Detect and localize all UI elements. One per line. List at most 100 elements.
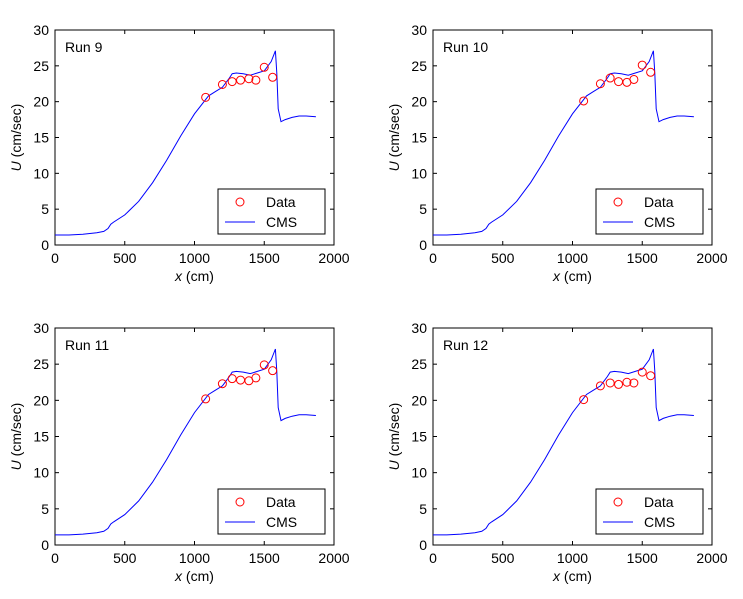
y-tick-label: 30	[33, 320, 49, 336]
run-label: Run 11	[65, 337, 109, 353]
y-axis-label: U (cm/sec)	[8, 403, 24, 471]
series-cms-line	[433, 348, 694, 536]
y-tick-label: 15	[411, 429, 427, 445]
data-point	[217, 79, 227, 89]
data-point	[227, 374, 237, 384]
x-tick-label: 2000	[696, 250, 727, 266]
data-point	[227, 77, 237, 87]
y-tick-label: 15	[33, 429, 49, 445]
y-tick-label: 25	[33, 356, 49, 372]
x-axis-label: x (cm)	[174, 268, 214, 284]
legend: Data CMS	[595, 488, 704, 535]
legend-box	[217, 488, 326, 535]
x-tick-label: 2000	[318, 550, 349, 566]
y-tick-label: 10	[33, 465, 49, 481]
subplot-run-12: 0 500 1000 1500 2000 0 5 10 15 20 25 30 x (cm) U (cm/…	[386, 320, 728, 584]
x-tick-label: 2000	[696, 550, 727, 566]
x-tick-label: 1500	[249, 550, 280, 566]
y-tick-label: 5	[41, 501, 49, 517]
y-tick-label: 25	[411, 58, 427, 74]
x-tick-label: 0	[429, 550, 437, 566]
y-tick-label: 20	[411, 392, 427, 408]
data-point	[637, 367, 647, 377]
y-axis-label: U (cm/sec)	[386, 403, 402, 471]
data-point	[259, 360, 269, 370]
data-point	[595, 381, 605, 391]
y-tick-label: 0	[41, 537, 49, 553]
legend-marker-data	[235, 497, 245, 507]
x-tick-label: 1500	[249, 250, 280, 266]
y-tick-label: 25	[411, 356, 427, 372]
data-point	[244, 74, 254, 84]
data-point	[629, 378, 639, 388]
y-tick-label: 5	[419, 501, 427, 517]
x-tick-label: 1500	[627, 250, 658, 266]
y-tick-label: 15	[411, 130, 427, 146]
subplot-run-11: 0 500 1000 1500 2000 0 5 10 15 20 25 30 x (cm) U (cm/…	[8, 320, 350, 584]
data-point	[622, 377, 632, 387]
subplot-run-10: 0 500 1000 1500 2000 0 5 10 15 20 25 30 x (cm) U (cm/…	[386, 22, 728, 284]
x-tick-label: 500	[491, 250, 515, 266]
y-tick-label: 30	[411, 22, 427, 38]
y-tick-label: 20	[33, 94, 49, 110]
x-tick-label: 500	[113, 250, 137, 266]
x-tick-label: 1000	[557, 250, 588, 266]
legend-label-data: Data	[644, 194, 674, 210]
legend-label-cms: CMS	[266, 514, 297, 530]
y-tick-label: 0	[41, 237, 49, 253]
x-axis-label: x (cm)	[552, 268, 592, 284]
legend-marker-data	[235, 197, 245, 207]
y-tick-label: 10	[411, 165, 427, 181]
x-tick-label: 1000	[557, 550, 588, 566]
legend-marker-data	[613, 197, 623, 207]
data-point	[201, 92, 211, 102]
x-tick-label: 500	[491, 550, 515, 566]
y-axis-label: U (cm/sec)	[8, 104, 24, 172]
run-label: Run 10	[443, 39, 488, 55]
legend-label-cms: CMS	[644, 514, 675, 530]
y-axis-label: U (cm/sec)	[386, 104, 402, 172]
legend-label-cms: CMS	[644, 214, 675, 230]
run-label: Run 12	[443, 337, 488, 353]
y-tick-label: 10	[411, 465, 427, 481]
x-tick-label: 0	[51, 550, 59, 566]
x-tick-label: 1000	[179, 550, 210, 566]
y-tick-label: 5	[419, 201, 427, 217]
x-tick-label: 2000	[318, 250, 349, 266]
y-tick-label: 20	[411, 94, 427, 110]
y-tick-label: 10	[33, 165, 49, 181]
legend-label-data: Data	[266, 494, 296, 510]
data-point	[646, 371, 656, 381]
subplot-run-9: 0 500 1000 1500 2000 0 5 10 15 20 25 30 x (cm) U (cm/…	[8, 22, 350, 284]
data-point	[637, 60, 647, 70]
data-point	[268, 366, 278, 376]
legend-label-data: Data	[644, 494, 674, 510]
data-point	[251, 75, 261, 85]
run-label: Run 9	[65, 39, 103, 55]
data-point	[629, 74, 639, 84]
data-point	[614, 379, 624, 389]
y-tick-label: 0	[419, 237, 427, 253]
x-tick-label: 1000	[179, 250, 210, 266]
data-point	[251, 373, 261, 383]
data-point	[259, 62, 269, 72]
y-tick-label: 20	[33, 392, 49, 408]
data-point	[646, 67, 656, 77]
data-point	[595, 79, 605, 89]
legend: Data CMS	[217, 488, 326, 535]
y-tick-label: 0	[419, 537, 427, 553]
x-tick-label: 500	[113, 550, 137, 566]
data-point	[201, 394, 211, 404]
legend-box	[595, 488, 704, 535]
y-tick-label: 5	[41, 201, 49, 217]
x-tick-label: 0	[51, 250, 59, 266]
y-tick-label: 15	[33, 130, 49, 146]
x-tick-label: 1500	[627, 550, 658, 566]
data-point	[268, 72, 278, 82]
x-axis-label: x (cm)	[552, 568, 592, 584]
legend-label-data: Data	[266, 194, 296, 210]
legend-label-cms: CMS	[266, 214, 297, 230]
x-axis-label: x (cm)	[174, 568, 214, 584]
legend: Data CMS	[217, 188, 326, 235]
